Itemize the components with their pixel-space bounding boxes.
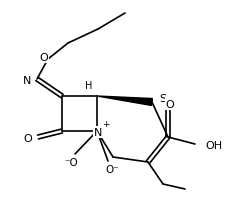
Text: H: H [85, 81, 92, 91]
Text: OH: OH [204, 140, 221, 150]
Text: O: O [23, 133, 32, 143]
Text: O: O [40, 53, 48, 63]
Text: S: S [158, 94, 165, 103]
Text: O⁻: O⁻ [105, 164, 118, 174]
Text: N: N [23, 76, 31, 85]
Text: O: O [165, 99, 174, 109]
Text: N: N [93, 127, 102, 137]
Text: ⁻O: ⁻O [64, 157, 78, 167]
Polygon shape [97, 97, 152, 106]
Text: +: + [102, 120, 109, 129]
